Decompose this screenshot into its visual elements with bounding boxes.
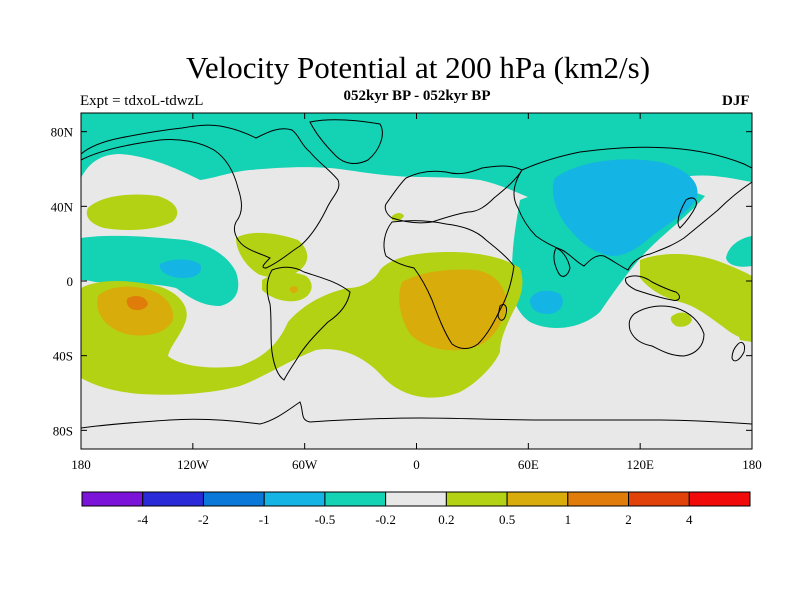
positive-anomaly-region-australia: [670, 312, 692, 327]
colorbar-swatch: [567, 491, 630, 507]
negative-anomaly-region-east-pacific: [726, 236, 752, 267]
strong-negative-region-pacific: [159, 259, 202, 278]
colorbar-label: 1: [565, 512, 572, 527]
lat-tick-label: 0: [67, 274, 74, 289]
map-title: Velocity Potential at 200 hPa (km2/s): [185, 50, 651, 85]
coastline-new-zealand: [731, 341, 745, 362]
positive-anomaly-region-north-pacific: [86, 194, 178, 230]
period-subtitle: 052kyr BP - 052kyr BP: [343, 88, 491, 104]
latitude-axis: 80N 40N 0 40S 80S: [51, 125, 752, 438]
positive-anomaly-region-southwest-pacific: [738, 312, 752, 342]
contour-fill-layer: [81, 113, 752, 449]
positive-anomaly-region-west-pacific: [640, 254, 752, 340]
lat-tick-label: 40N: [51, 199, 74, 214]
colorbar-swatch: [324, 491, 387, 507]
colorbar-label: -4: [137, 512, 148, 527]
positive-anomaly-region-central-america: [236, 232, 308, 278]
colorbar-swatch: [263, 491, 326, 507]
moderate-positive-region-africa: [399, 269, 507, 351]
colorbar-label: -1: [259, 512, 270, 527]
colorbar-label: 0.2: [438, 512, 454, 527]
coastline-north-america: [81, 124, 340, 269]
colorbar-label: 4: [686, 512, 693, 527]
lon-tick-label: 180: [71, 457, 91, 472]
longitude-axis: 180 120W 60W 0 60E 120E 180: [71, 113, 762, 472]
colorbar-swatch: [385, 491, 447, 507]
colorbar-swatch: [81, 491, 144, 507]
lat-tick-label: 40S: [53, 349, 73, 364]
coastline-south-america: [266, 266, 351, 381]
coastline-madagascar: [497, 303, 507, 321]
moderate-positive-region-south-america: [290, 286, 298, 293]
colorbar: -4 -2 -1 -0.5 -0.2 0.2 0.5 1 2 4: [81, 491, 751, 527]
coastline-southeast-asia-islands: [625, 275, 680, 301]
coastline-india: [553, 247, 571, 277]
lat-tick-label: 80S: [53, 423, 73, 438]
colorbar-label: 2: [625, 512, 632, 527]
coastline-australia: [628, 305, 705, 357]
experiment-label: Expt = tdxoL-tdwzL: [80, 93, 204, 109]
colorbar-swatch: [142, 491, 204, 507]
colorbar-label: -2: [198, 512, 209, 527]
lat-tick-label: 80N: [51, 125, 74, 140]
lon-tick-label: 120E: [626, 457, 654, 472]
strong-negative-region-indian-ocean: [530, 290, 563, 314]
coastline-antarctica: [81, 401, 752, 429]
lon-tick-label: 0: [413, 457, 420, 472]
lon-tick-label: 180: [742, 457, 762, 472]
colorbar-label: -0.2: [375, 512, 396, 527]
colorbar-swatch: [202, 491, 265, 507]
colorbar-swatch: [628, 491, 690, 507]
colorbar-label: 0.5: [499, 512, 515, 527]
coastline-layer: [81, 119, 752, 429]
strong-positive-region-south-pacific: [126, 296, 148, 311]
strong-negative-region-asia: [552, 159, 698, 256]
colorbar-swatch: [506, 491, 569, 507]
positive-anomaly-region-south-america: [262, 272, 312, 302]
lon-tick-label: 60E: [518, 457, 539, 472]
moderate-positive-region-south-pacific: [97, 286, 174, 336]
coastline-africa: [383, 220, 515, 349]
lon-tick-label: 60W: [292, 457, 318, 472]
colorbar-swatch: [445, 491, 508, 507]
lon-tick-label: 120W: [177, 457, 210, 472]
season-label: DJF: [722, 93, 750, 109]
colorbar-swatch: [688, 491, 751, 507]
coastline-europe: [384, 165, 523, 224]
coastline-asia: [513, 146, 752, 271]
colorbar-label: -0.5: [315, 512, 336, 527]
coastline-greenland: [309, 119, 383, 164]
negative-anomaly-region-pacific: [81, 235, 239, 306]
coastline-japan: [677, 197, 697, 229]
